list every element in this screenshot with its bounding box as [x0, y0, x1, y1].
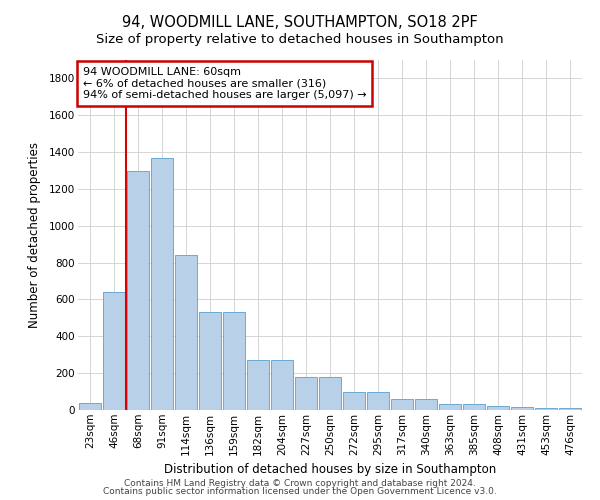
Bar [439, 404, 461, 410]
Y-axis label: Number of detached properties: Number of detached properties [28, 142, 41, 328]
Bar [295, 377, 317, 410]
Bar [559, 408, 581, 410]
Bar [511, 407, 533, 410]
Bar [79, 402, 101, 410]
Bar [199, 312, 221, 410]
X-axis label: Distribution of detached houses by size in Southampton: Distribution of detached houses by size … [164, 463, 496, 476]
Bar [247, 360, 269, 410]
Bar [103, 292, 125, 410]
Bar [271, 360, 293, 410]
Bar [463, 404, 485, 410]
Bar [343, 392, 365, 410]
Text: Contains public sector information licensed under the Open Government Licence v3: Contains public sector information licen… [103, 487, 497, 496]
Text: Contains HM Land Registry data © Crown copyright and database right 2024.: Contains HM Land Registry data © Crown c… [124, 478, 476, 488]
Bar [127, 170, 149, 410]
Bar [175, 256, 197, 410]
Bar [151, 158, 173, 410]
Bar [535, 408, 557, 410]
Bar [319, 377, 341, 410]
Bar [415, 399, 437, 410]
Text: 94 WOODMILL LANE: 60sqm
← 6% of detached houses are smaller (316)
94% of semi-de: 94 WOODMILL LANE: 60sqm ← 6% of detached… [83, 67, 367, 100]
Text: 94, WOODMILL LANE, SOUTHAMPTON, SO18 2PF: 94, WOODMILL LANE, SOUTHAMPTON, SO18 2PF [122, 15, 478, 30]
Bar [223, 312, 245, 410]
Bar [367, 392, 389, 410]
Text: Size of property relative to detached houses in Southampton: Size of property relative to detached ho… [96, 32, 504, 46]
Bar [391, 399, 413, 410]
Bar [487, 406, 509, 410]
